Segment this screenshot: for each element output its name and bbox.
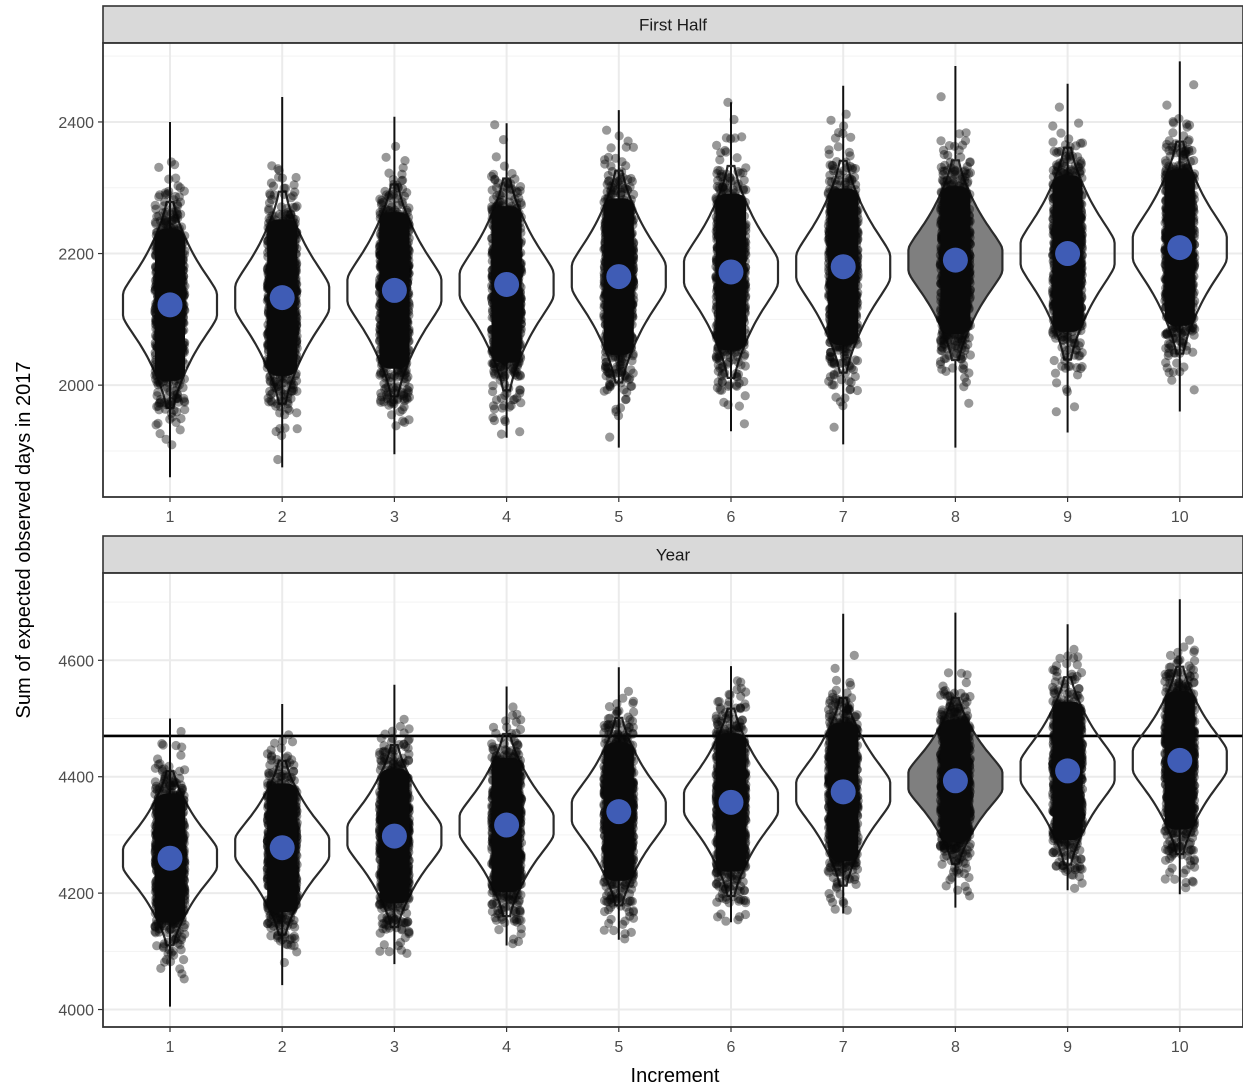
mean-point — [719, 259, 744, 284]
x-tick-label: 6 — [727, 509, 736, 526]
y-tick-label: 4400 — [58, 770, 94, 787]
x-tick-label: 9 — [1063, 1039, 1072, 1056]
x-tick-label: 9 — [1063, 509, 1072, 526]
panel-title: First Half — [639, 16, 707, 35]
mean-point — [943, 768, 968, 793]
panel-2: Year 4000 4200 4400 4600 1 2 3 4 5 6 7 8 9 10 — [58, 536, 1243, 1056]
x-tick-label: 2 — [278, 1039, 287, 1056]
mean-point — [1055, 241, 1080, 266]
mean-point — [606, 799, 631, 824]
x-tick-label: 2 — [278, 509, 287, 526]
panel-title: Year — [656, 546, 691, 565]
x-tick-label: 8 — [951, 1039, 960, 1056]
x-tick-label: 7 — [839, 1039, 848, 1056]
x-tick-label: 10 — [1171, 509, 1189, 526]
mean-point — [1167, 748, 1192, 773]
panel-1: First Half 2000 2200 2400 1 2 3 4 5 6 7 8 9 10 — [58, 6, 1243, 526]
mean-point — [270, 285, 295, 310]
x-tick-label: 1 — [166, 1039, 175, 1056]
x-tick-label: 5 — [614, 509, 623, 526]
x-tick-label: 7 — [839, 509, 848, 526]
mean-point — [831, 779, 856, 804]
mean-point — [382, 278, 407, 303]
y-tick-label: 2400 — [58, 115, 94, 132]
y-tick-label: 4600 — [58, 653, 94, 670]
mean-point — [606, 264, 631, 289]
x-axis-title: Increment — [631, 1065, 720, 1087]
y-tick-label: 4000 — [58, 1003, 94, 1020]
x-tick-label: 3 — [390, 509, 399, 526]
x-tick-label: 3 — [390, 1039, 399, 1056]
mean-point — [494, 813, 519, 838]
x-tick-label: 1 — [166, 509, 175, 526]
y-tick-label: 2200 — [58, 247, 94, 264]
mean-point — [270, 835, 295, 860]
x-tick-label: 4 — [502, 1039, 511, 1056]
mean-point — [1055, 758, 1080, 783]
mean-point — [943, 248, 968, 273]
y-tick-label: 2000 — [58, 378, 94, 395]
mean-point — [494, 272, 519, 297]
mean-point — [158, 846, 183, 871]
x-tick-label: 5 — [614, 1039, 623, 1056]
mean-point — [719, 790, 744, 815]
x-tick-label: 8 — [951, 509, 960, 526]
y-tick-label: 4200 — [58, 886, 94, 903]
mean-point — [382, 824, 407, 849]
x-tick-label: 10 — [1171, 1039, 1189, 1056]
mean-point — [158, 292, 183, 317]
x-tick-label: 6 — [727, 1039, 736, 1056]
mean-point — [831, 254, 856, 279]
mean-point — [1167, 235, 1192, 260]
x-tick-label: 4 — [502, 509, 511, 526]
y-axis-title: Sum of expected observed days in 2017 — [13, 362, 35, 719]
